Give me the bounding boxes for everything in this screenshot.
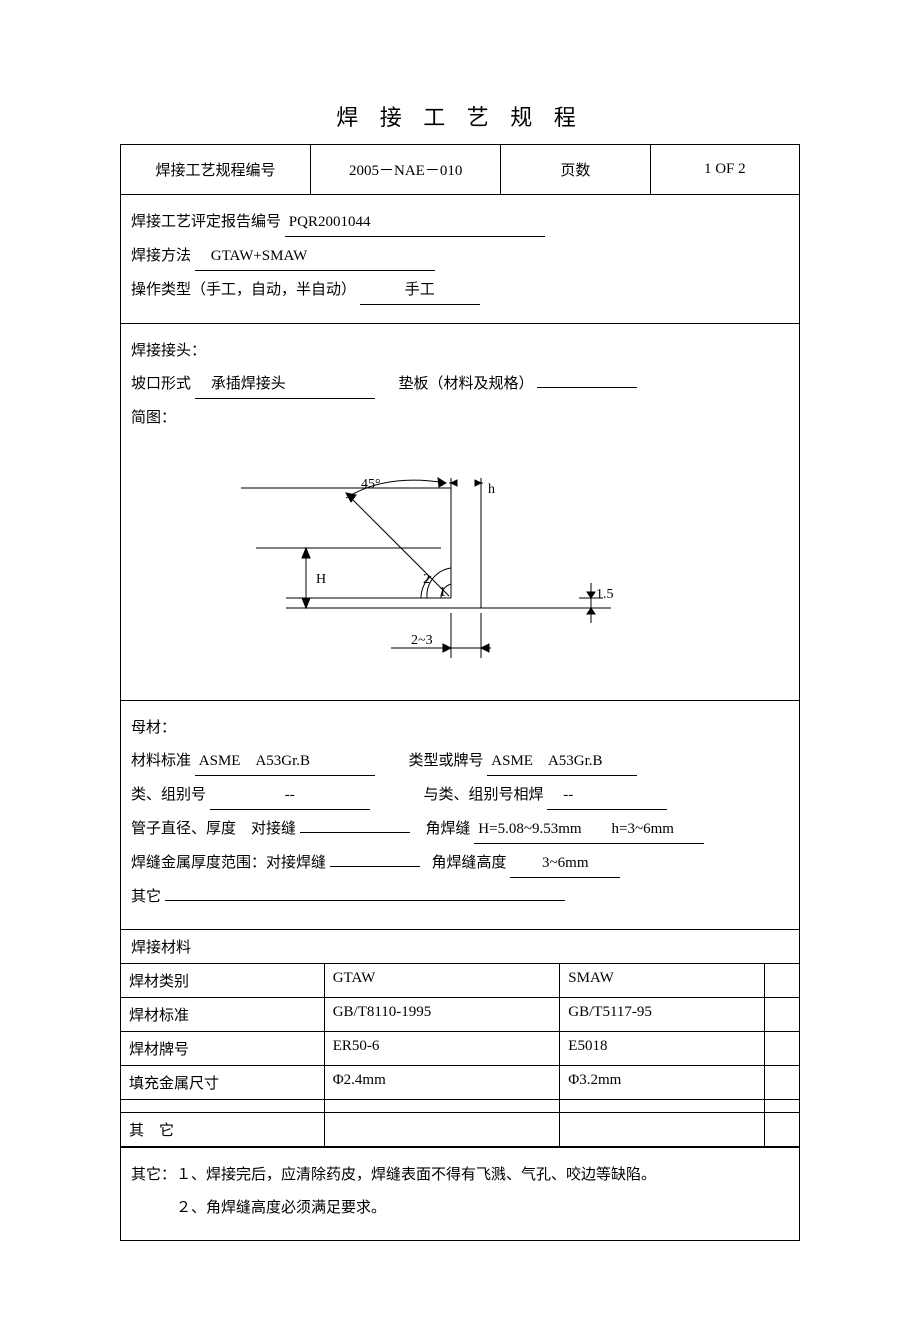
row-cell: E5018 [560, 1032, 765, 1066]
diagram-label: 简图： [131, 405, 789, 432]
row-label: 填充金属尺寸 [121, 1066, 325, 1100]
diagram-gap: 2~3 [411, 633, 433, 648]
bm-other-value [165, 900, 565, 901]
diagram-h: h [488, 482, 495, 497]
groove-value: 承插焊接头 [195, 371, 375, 399]
row-cell: GTAW [324, 964, 560, 998]
row-cell [765, 1113, 800, 1147]
table-row: 焊材类别GTAWSMAW [121, 964, 800, 998]
bm-other-label: 其它 [131, 889, 161, 905]
diagram-H: H [316, 572, 326, 587]
std-value: ASME A53Gr.B [195, 748, 375, 776]
table-row [121, 1100, 800, 1113]
fillet-value: H=5.08~9.53mm h=3~6mm [474, 816, 704, 844]
method-value: GTAW+SMAW [195, 243, 435, 271]
proc-num-value: 2005－NAE－010 [311, 145, 501, 195]
basemetal-heading: 母材： [131, 715, 789, 742]
method-label: 焊接方法 [131, 248, 191, 264]
row-cell [765, 1100, 800, 1113]
method-line: 焊接方法 GTAW+SMAW [131, 243, 789, 271]
row-cell [765, 1066, 800, 1100]
report-label: 焊接工艺评定报告编号 [131, 214, 281, 230]
groove-label: 坡口形式 [131, 376, 191, 392]
weld-diagram: 45° h H 1 2 1.5 2~3 [131, 438, 789, 688]
row-cell [765, 998, 800, 1032]
row-label [121, 1100, 325, 1113]
report-section-row: 焊接工艺评定报告编号 PQR2001044 焊接方法 GTAW+SMAW 操作类… [121, 195, 800, 324]
weldto-label: 与类、组别号相焊 [424, 787, 544, 803]
type-label: 类型或牌号 [409, 753, 484, 769]
note-1: 其它：１、焊接完后，应清除药皮，焊缝表面不得有飞溅、气孔、咬边等缺陷。 [131, 1162, 789, 1189]
pipe-value [300, 832, 410, 833]
header-row: 焊接工艺规程编号 2005－NAE－010 页数 1 OF 2 [121, 145, 800, 195]
thick-value [330, 866, 420, 867]
joint-heading: 焊接接头： [131, 338, 789, 365]
row-cell: Φ2.4mm [324, 1066, 560, 1100]
pipe-label: 管子直径、厚度 对接缝 [131, 821, 296, 837]
main-table: 焊接工艺规程编号 2005－NAE－010 页数 1 OF 2 焊接工艺评定报告… [120, 144, 800, 964]
row-label: 焊材牌号 [121, 1032, 325, 1066]
backing-value [537, 387, 637, 388]
diagram-15: 1.5 [596, 587, 614, 602]
row-cell [324, 1100, 560, 1113]
thick-label: 焊缝金属厚度范围：对接焊缝 [131, 855, 326, 871]
backing-label: 垫板（材料及规格） [399, 376, 534, 392]
filleth-value: 3~6mm [510, 850, 620, 878]
table-row: 焊材牌号ER50-6E5018 [121, 1032, 800, 1066]
fillet-label: 角焊缝 [426, 821, 471, 837]
diagram-angle: 45° [361, 477, 381, 492]
report-value: PQR2001044 [285, 209, 545, 237]
optype-label: 操作类型（手工，自动，半自动） [131, 282, 356, 298]
row-cell [765, 1032, 800, 1066]
std-label: 材料标准 [131, 753, 191, 769]
row-cell: GB/T5117-95 [560, 998, 765, 1032]
optype-value: 手工 [360, 277, 480, 305]
materials-heading-row: 焊接材料 [121, 930, 800, 964]
row-cell: GB/T8110-1995 [324, 998, 560, 1032]
filleth-label: 角焊缝高度 [432, 855, 507, 871]
page-value: 1 OF 2 [650, 145, 799, 195]
table-row: 填充金属尺寸Φ2.4mmΦ3.2mm [121, 1066, 800, 1100]
page-title: 焊 接 工 艺 规 程 [120, 100, 800, 132]
row-cell [560, 1113, 765, 1147]
row-cell [560, 1100, 765, 1113]
weldto-value: -- [547, 782, 667, 810]
row-cell: SMAW [560, 964, 765, 998]
row-cell: ER50-6 [324, 1032, 560, 1066]
table-row: 焊材标准GB/T8110-1995GB/T5117-95 [121, 998, 800, 1032]
row-cell: Φ3.2mm [560, 1066, 765, 1100]
page-label: 页数 [501, 145, 650, 195]
groove-line: 坡口形式 承插焊接头 垫板（材料及规格） [131, 371, 789, 399]
table-row: 其 它 [121, 1113, 800, 1147]
basemetal-section-row: 母材： 材料标准 ASME A53Gr.B 类型或牌号 ASME A53Gr.B… [121, 701, 800, 930]
note-2: ２、角焊缝高度必须满足要求。 [131, 1195, 789, 1222]
type-value: ASME A53Gr.B [487, 748, 637, 776]
diagram-pass2: 2 [423, 572, 430, 587]
group-value: -- [210, 782, 370, 810]
group-label: 类、组别号 [131, 787, 206, 803]
diagram-pass1: 1 [439, 585, 446, 600]
optype-line: 操作类型（手工，自动，半自动） 手工 [131, 277, 789, 305]
materials-table: 焊材类别GTAWSMAW焊材标准GB/T8110-1995GB/T5117-95… [120, 964, 800, 1147]
row-label: 焊材类别 [121, 964, 325, 998]
materials-heading: 焊接材料 [121, 930, 800, 964]
row-cell [765, 964, 800, 998]
joint-section-row: 焊接接头： 坡口形式 承插焊接头 垫板（材料及规格） 简图： [121, 324, 800, 701]
notes-table: 其它：１、焊接完后，应清除药皮，焊缝表面不得有飞溅、气孔、咬边等缺陷。 ２、角焊… [120, 1147, 800, 1241]
row-label: 焊材标准 [121, 998, 325, 1032]
row-label: 其 它 [121, 1113, 325, 1147]
proc-num-label: 焊接工艺规程编号 [121, 145, 311, 195]
row-cell [324, 1113, 560, 1147]
report-line: 焊接工艺评定报告编号 PQR2001044 [131, 209, 789, 237]
